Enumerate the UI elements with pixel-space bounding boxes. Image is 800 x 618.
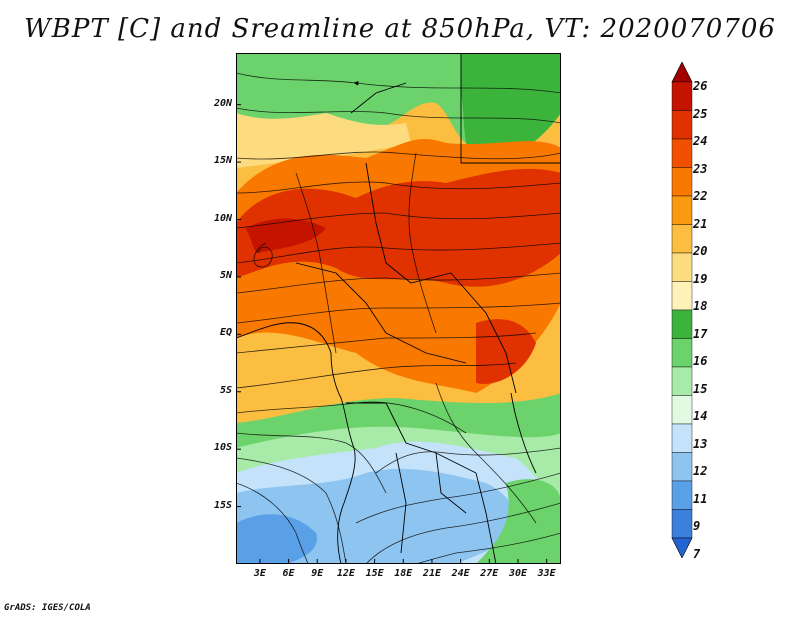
colorbar-tick-label: 19 <box>693 271 708 286</box>
colorbar-swatch <box>671 309 693 339</box>
colorbar-tick-label: 7 <box>693 547 701 561</box>
lon-tick-label: 3E <box>253 568 266 579</box>
field-red-east <box>476 319 536 384</box>
colorbar-tick-label: 13 <box>693 436 708 451</box>
colorbar-tick-label: 25 <box>693 106 708 121</box>
colorbar-swatch <box>671 452 693 482</box>
colorbar-swatch <box>671 138 693 168</box>
colorbar-swatch <box>671 480 693 510</box>
lon-tick-label: 24E <box>451 568 470 579</box>
colorbar-max-arrow <box>671 62 693 83</box>
colorbar-min-arrow <box>671 537 693 558</box>
colorbar-swatch <box>671 366 693 396</box>
colorbar-tick-label: 12 <box>693 464 708 479</box>
lat-tick-label: 15N <box>213 155 232 167</box>
field-green-ne <box>461 53 561 163</box>
map-plot <box>236 53 561 564</box>
colorbar-swatch <box>671 338 693 368</box>
lon-tick-label: 12E <box>336 568 355 579</box>
colorbar-swatch <box>671 224 693 254</box>
colorbar-tick-label: 9 <box>693 519 701 534</box>
streamlines <box>236 72 561 564</box>
lon-tick-label: 30E <box>508 568 528 579</box>
field-yellow-north <box>236 113 411 168</box>
lon-tick-label: 9E <box>311 568 324 579</box>
lon-tick-label: 15E <box>365 568 384 579</box>
colorbar-tick-label: 20 <box>693 244 708 259</box>
colorbar-tick-label: 14 <box>693 409 708 424</box>
colorbar-swatch <box>671 509 693 539</box>
lon-tick-label: 18E <box>394 568 413 579</box>
colorbar-swatch <box>671 167 693 197</box>
colorbar-tick-label: 22 <box>693 189 708 204</box>
lat-tick-label: 10S <box>213 442 232 454</box>
field-red <box>236 168 561 287</box>
colorbar <box>671 62 693 558</box>
colorbar-swatch <box>671 81 693 111</box>
colorbar-swatch <box>671 195 693 225</box>
colorbar-tick-label: 21 <box>693 216 708 231</box>
map-panel <box>236 53 561 564</box>
chart-title: WBPT [C] and Sreamline at 850hPa, VT: 20… <box>24 14 776 44</box>
map-boundaries <box>236 53 561 564</box>
colorbar-tick-label: 23 <box>693 161 708 176</box>
field-dark-red <box>246 218 326 253</box>
colorbar-tick-label: 24 <box>693 134 708 149</box>
colorbar-swatch <box>671 110 693 140</box>
colorbar-swatch <box>671 252 693 282</box>
field-south-green-east <box>476 479 561 564</box>
colorbar-swatch <box>671 423 693 453</box>
lon-tick-label: 6E <box>282 568 295 579</box>
lon-tick-label: 33E <box>537 568 556 579</box>
colorbar-tick-label: 11 <box>693 491 708 506</box>
colorbar-tick-label: 18 <box>693 299 708 314</box>
map-frame <box>236 53 561 564</box>
credit-text: GrADS: IGES/COLA <box>4 603 91 613</box>
lat-tick-label: 5N <box>219 269 232 281</box>
colorbar-swatch <box>671 395 693 425</box>
colorbar-tick-label: 26 <box>693 79 708 93</box>
lat-tick-label: 10N <box>213 212 232 224</box>
lat-tick-label: 15S <box>213 499 232 511</box>
colorbar-tick-label: 15 <box>693 381 708 396</box>
lon-tick-label: 21E <box>422 568 441 579</box>
lat-tick-label: 5S <box>219 384 232 396</box>
colorbar-tick-label: 17 <box>693 326 708 341</box>
colorbar-tick-label: 16 <box>693 354 708 369</box>
lat-tick-label: EQ <box>219 327 232 339</box>
field-darker-blue <box>236 514 317 564</box>
lon-tick-label: 27E <box>480 568 499 579</box>
lat-tick-label: 20N <box>213 97 232 109</box>
colorbar-swatch <box>671 281 693 311</box>
field-light-orange <box>236 332 561 423</box>
